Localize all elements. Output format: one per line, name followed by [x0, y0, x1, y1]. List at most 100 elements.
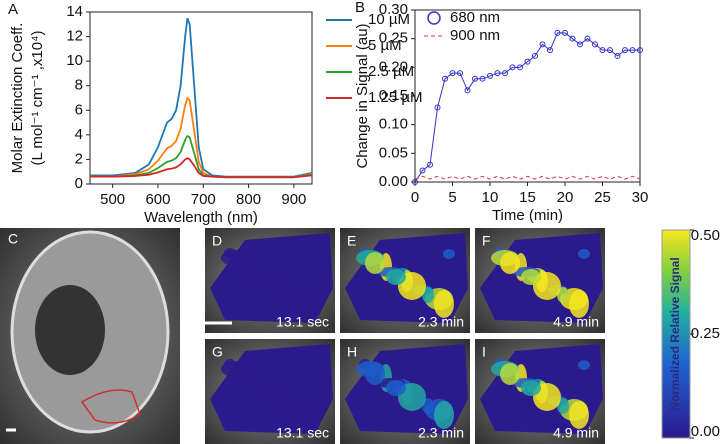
colorbar-tick-label: 0.25: [691, 325, 720, 342]
x-tick-label: 30: [632, 189, 649, 206]
panel-label: D: [212, 233, 222, 249]
marker: [472, 75, 478, 82]
heatmap-blob: [251, 269, 271, 285]
marker: [434, 104, 441, 111]
x-tick-label: 0: [411, 189, 419, 206]
y-tick-label: 0.25: [379, 30, 408, 47]
series-line: [415, 32, 640, 182]
x-tick-label: 900: [281, 191, 306, 208]
time-label: 13.1 sec: [276, 425, 329, 441]
heatmap-blob: [578, 249, 590, 259]
legend-label: 900 nm: [450, 27, 500, 44]
marker: [442, 75, 448, 82]
marker: [532, 52, 538, 59]
series-line: [415, 175, 640, 180]
marker: [524, 58, 531, 65]
y-tick-label: 0.20: [379, 58, 408, 75]
y-tick-label: 4: [75, 126, 83, 143]
legend-label: 5 µM: [368, 37, 402, 54]
x-tick-label: 700: [191, 191, 216, 208]
marker: [479, 75, 486, 82]
time-label: 2.3 min: [418, 314, 464, 330]
y-tick-label: 6: [75, 101, 83, 118]
marker: [449, 70, 456, 77]
time-label: 4.9 min: [553, 425, 599, 441]
y-tick-label: 0.30: [379, 1, 408, 18]
marker: [494, 70, 501, 77]
time-label: 4.9 min: [553, 314, 599, 330]
y-tick-label: 14: [66, 3, 83, 20]
x-tick-label: 10: [482, 189, 499, 206]
x-axis-label: Time (min): [492, 207, 563, 224]
heatmap-blob: [299, 401, 319, 429]
legend-label: 1.25 µM: [368, 89, 423, 106]
marker: [622, 47, 628, 54]
panel-label: F: [482, 233, 491, 249]
x-tick-label: 500: [100, 191, 125, 208]
y-tick-label: 8: [75, 77, 83, 94]
x-axis-label: Wavelength (nm): [144, 209, 258, 226]
marker: [599, 47, 606, 54]
heatmap-blob: [308, 249, 320, 259]
marker: [539, 41, 546, 48]
marker: [569, 35, 576, 42]
marker: [562, 29, 568, 36]
colorbar-tick-label: 0.00: [691, 423, 720, 440]
plot-frame: [89, 11, 313, 185]
heatmap-blob: [521, 380, 541, 396]
x-tick-label: 800: [236, 191, 261, 208]
x-tick-label: 20: [557, 189, 574, 206]
roi: [80, 389, 141, 424]
y-tick-label: 0.15: [379, 87, 408, 104]
heatmap-blob: [386, 269, 406, 285]
panel-label: B: [355, 0, 365, 16]
colorbar: [661, 229, 691, 439]
marker: [517, 64, 523, 71]
y-axis-label: Change in Signal (au): [354, 23, 371, 168]
panel-label: E: [347, 233, 356, 249]
marker: [547, 47, 553, 54]
marker: [554, 29, 561, 36]
y-tick-label: 12: [66, 28, 83, 45]
legend-label: 680 nm: [450, 9, 500, 26]
y-tick-label: 10: [66, 52, 83, 69]
heatmap-blob: [230, 252, 250, 274]
heatmap-blob: [443, 360, 455, 370]
heatmap-blob: [521, 269, 541, 285]
y-tick-label: 0: [75, 175, 83, 192]
marker: [412, 179, 418, 185]
marker: [427, 161, 433, 168]
heatmap-blob: [299, 290, 319, 318]
panel-label: C: [8, 231, 18, 247]
heatmap-blob: [578, 360, 590, 370]
marker: [457, 70, 463, 77]
series-line: [90, 17, 312, 178]
panel-label: A: [8, 1, 18, 18]
marker: [487, 72, 493, 79]
panel-label: H: [347, 344, 357, 360]
colorbar-tick-label: 0.50: [691, 227, 720, 244]
heatmap-blob: [434, 290, 454, 318]
marker: [577, 41, 583, 48]
y-tick-label: 0.00: [379, 173, 408, 190]
x-tick-label: 600: [145, 191, 170, 208]
panel-label: I: [482, 344, 486, 360]
y-axis-label-2: (L mol⁻¹ cm⁻¹ ,x10⁴): [29, 30, 46, 165]
panel-label: G: [212, 344, 223, 360]
heatmap-blob: [569, 401, 589, 429]
colorbar-label: Normalized Relative Signal: [668, 257, 682, 410]
series-line: [90, 157, 312, 179]
plot-frame: [414, 9, 641, 183]
heatmap-blob: [569, 290, 589, 318]
y-axis-label: Molar Extinction Coeff.: [9, 23, 26, 174]
heatmap-blob: [308, 360, 320, 370]
y-tick-label: 0.10: [379, 116, 408, 133]
marker: [509, 64, 516, 71]
marker: [637, 47, 643, 54]
x-tick-label: 15: [519, 189, 536, 206]
marker: [607, 47, 613, 54]
heatmap-blob: [365, 252, 385, 274]
legend-label: 2.5 µM: [368, 63, 414, 80]
heatmap-blob: [251, 380, 271, 396]
